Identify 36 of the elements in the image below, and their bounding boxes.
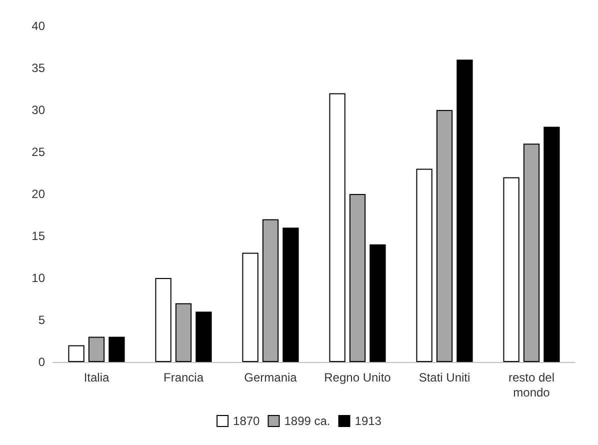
- bar: [370, 244, 386, 362]
- x-tick-label: Francia: [163, 370, 204, 384]
- bar: [436, 110, 453, 362]
- bar: [262, 219, 279, 362]
- bar: [155, 278, 172, 362]
- bar: [349, 194, 366, 362]
- y-tick-label: 30: [32, 103, 46, 117]
- bar: [108, 336, 125, 362]
- bar: [416, 168, 432, 362]
- bar: [523, 144, 540, 362]
- bar: [242, 252, 258, 362]
- bar: [503, 177, 520, 362]
- y-tick-label: 20: [32, 187, 46, 201]
- y-tick-label: 25: [32, 145, 46, 159]
- bar: [88, 336, 105, 362]
- x-tick-label: Stati Uniti: [418, 370, 470, 384]
- legend-label: 1913: [354, 414, 382, 428]
- x-tick-label: Italia: [84, 370, 110, 384]
- y-tick-label: 0: [38, 355, 46, 369]
- bar: [282, 228, 299, 362]
- y-tick-label: 10: [32, 271, 46, 285]
- x-tick-label: Germania: [244, 370, 298, 384]
- bar: [329, 93, 346, 362]
- x-tick-label: resto del mondo: [508, 370, 555, 400]
- bar: [196, 312, 212, 362]
- y-tick-label: 35: [32, 61, 46, 75]
- bar: [68, 345, 84, 362]
- y-tick-label: 15: [32, 229, 46, 243]
- legend-label: 1870: [233, 414, 260, 428]
- y-tick-label: 40: [32, 19, 46, 33]
- bar: [544, 126, 560, 362]
- bar: [175, 303, 192, 362]
- legend-label: 1899 ca.: [284, 414, 330, 428]
- bar: [456, 60, 473, 362]
- x-tick-label: Regno Unito: [324, 370, 392, 384]
- y-tick-label: 5: [38, 313, 46, 327]
